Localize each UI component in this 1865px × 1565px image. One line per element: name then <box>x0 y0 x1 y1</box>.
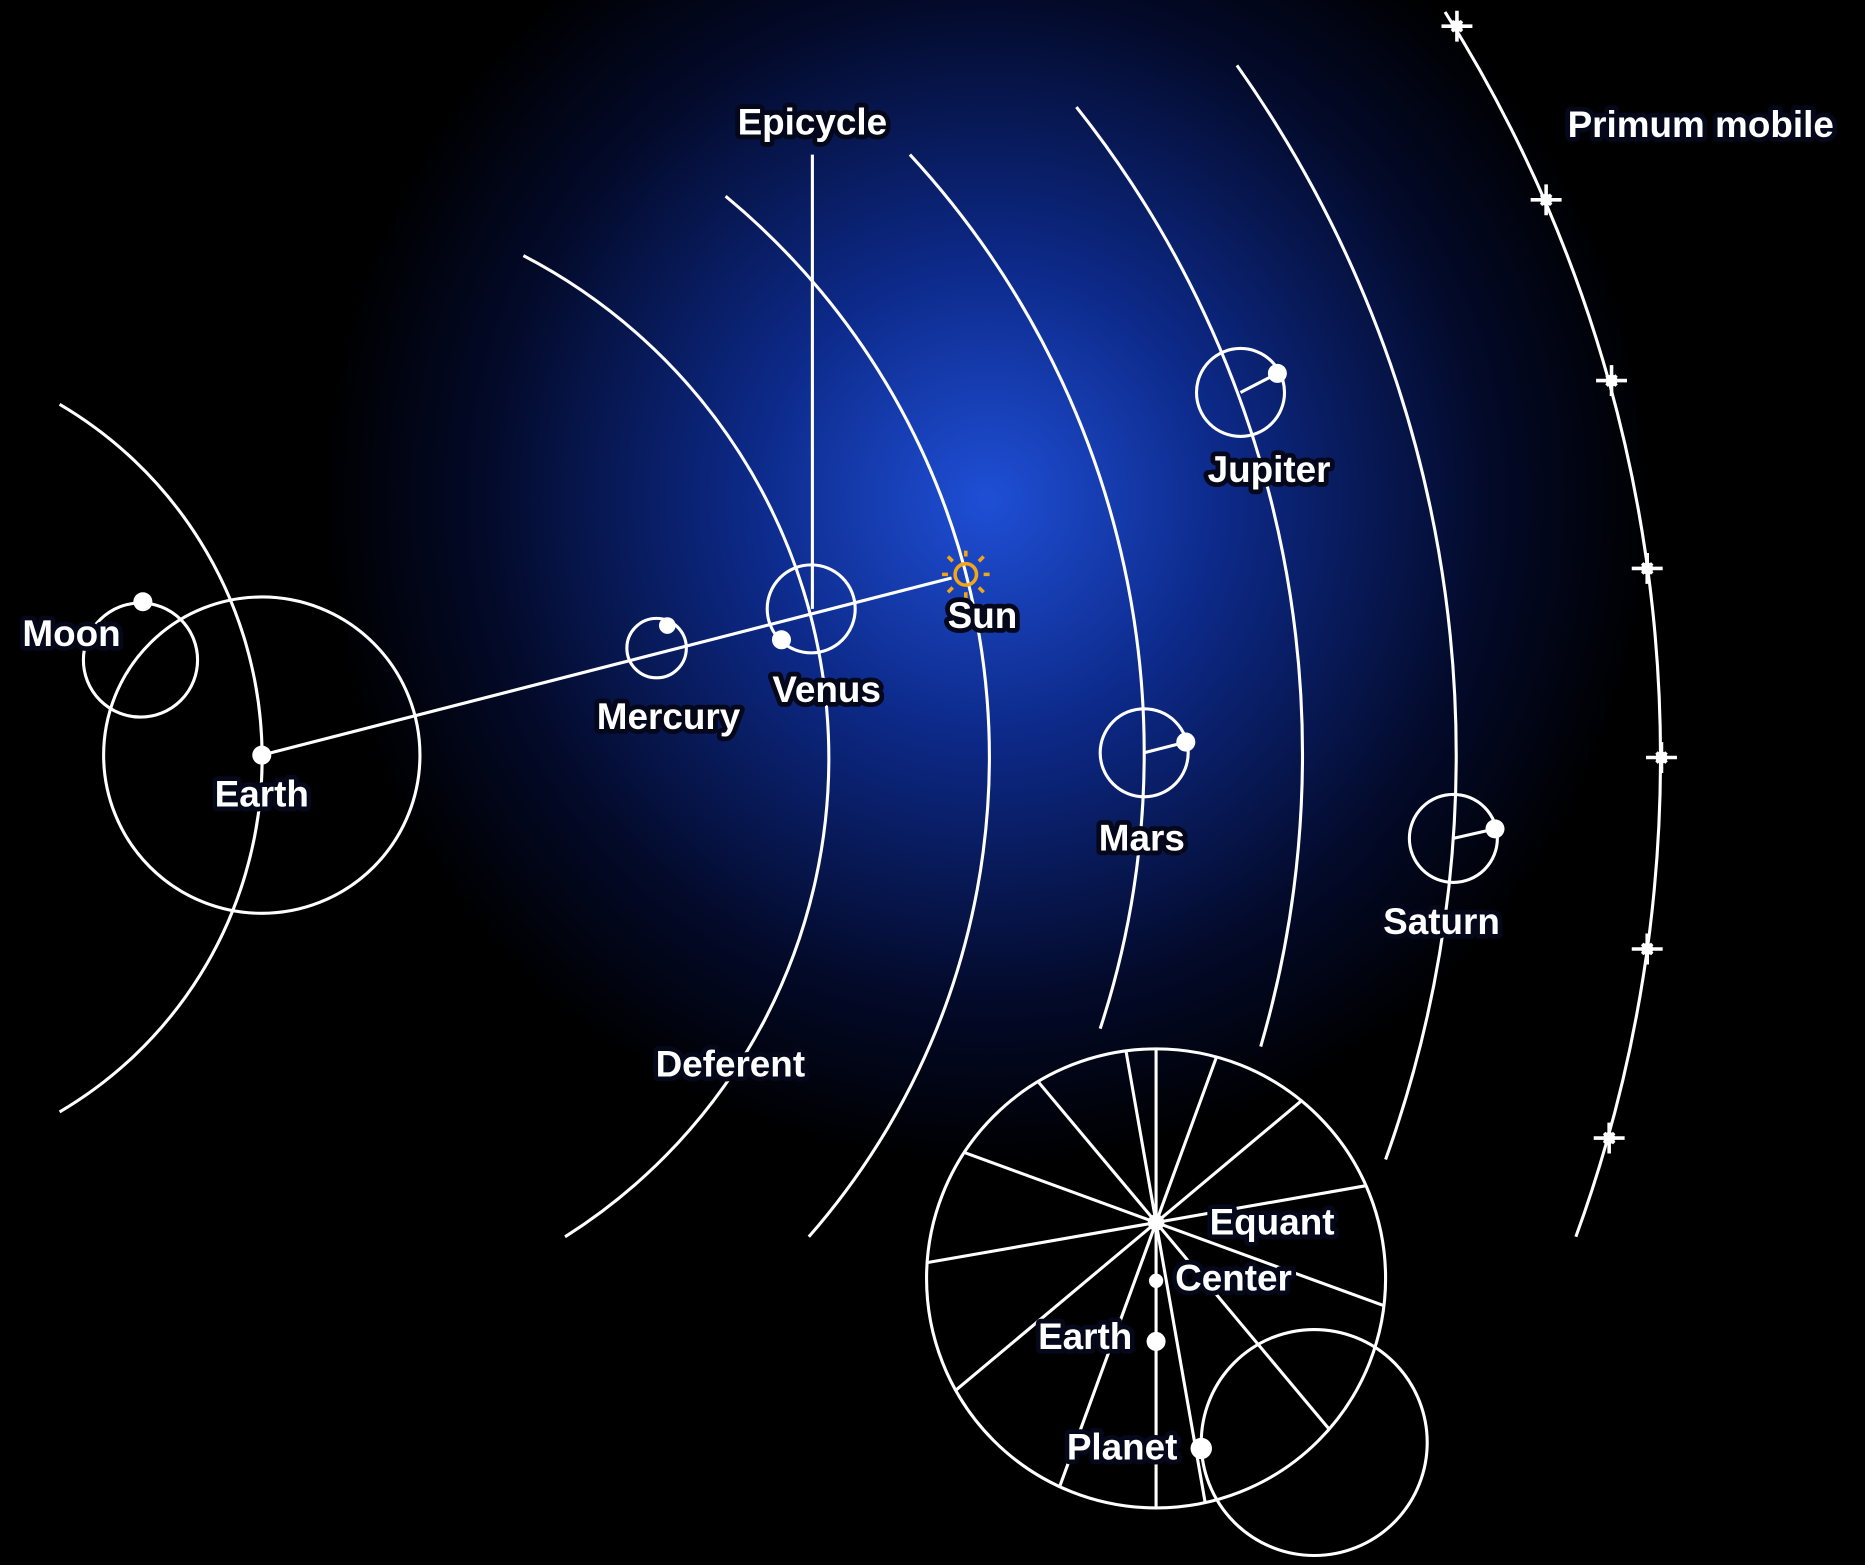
mercury-dot <box>659 617 676 634</box>
planet-dot <box>1191 1438 1212 1459</box>
label: Moon <box>22 613 120 654</box>
label: Mars <box>1099 818 1185 859</box>
equant-dot <box>1148 1214 1165 1231</box>
label: Venus <box>772 669 881 710</box>
jupiter-dot <box>1268 364 1287 383</box>
label: Jupiter <box>1208 449 1331 490</box>
label: Primum mobile <box>1568 104 1834 145</box>
moon-dot <box>133 592 152 611</box>
inset-label: Equant <box>1210 1202 1335 1243</box>
label: Saturn <box>1383 901 1500 942</box>
inset-earth-dot <box>1147 1332 1166 1351</box>
center-dot <box>1149 1274 1163 1288</box>
label: Earth <box>215 774 309 815</box>
earth-dot <box>252 746 271 765</box>
venus-dot <box>772 630 791 649</box>
page: Epicycle Primum mobile Moon Earth Mercur… <box>0 0 1865 1565</box>
label: Sun <box>948 595 1018 636</box>
inset-label: Planet <box>1067 1426 1178 1467</box>
label: Deferent <box>656 1043 806 1084</box>
inset-label: Earth <box>1038 1316 1132 1357</box>
ptolemaic-diagram: Epicycle Primum mobile Moon Earth Mercur… <box>0 0 1865 1565</box>
mars-dot <box>1176 733 1195 752</box>
inset-label: Center <box>1175 1258 1292 1299</box>
label: Epicycle <box>738 102 888 143</box>
label: Mercury <box>597 696 741 737</box>
saturn-dot <box>1485 819 1504 838</box>
